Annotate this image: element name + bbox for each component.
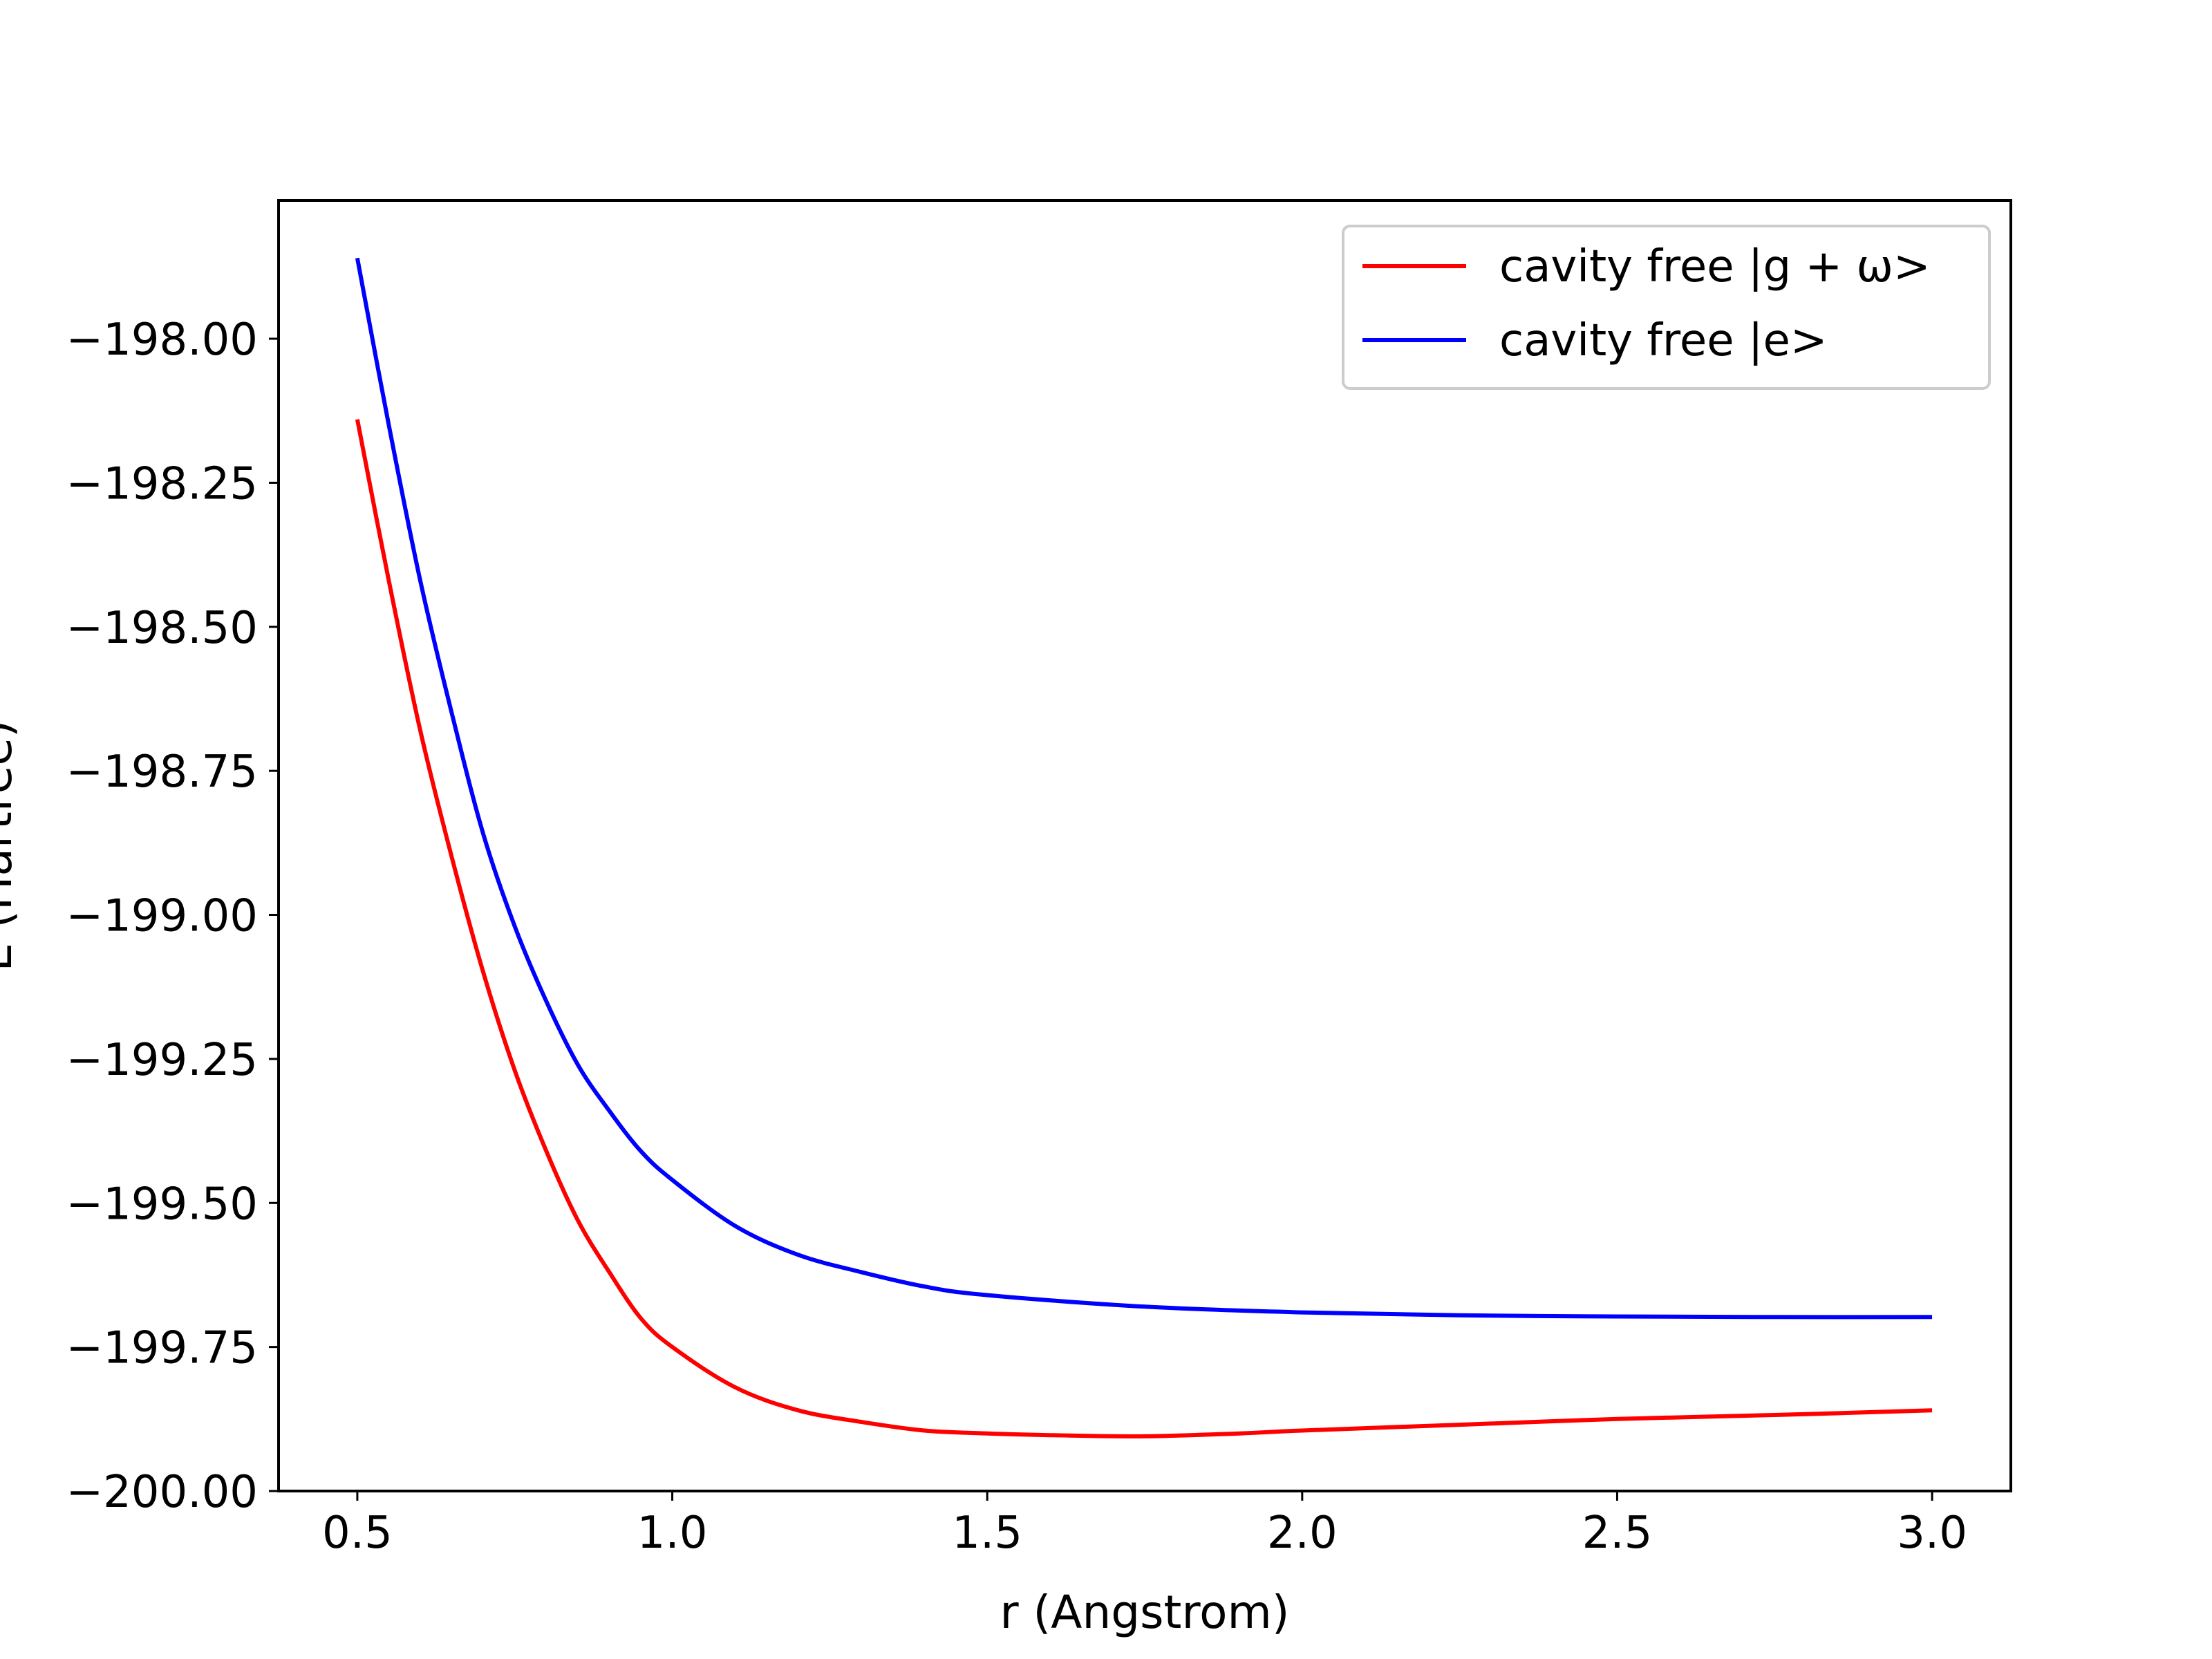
y-tick-label: −199.50 [66,1179,258,1230]
series-line-e [355,257,1933,1320]
x-tick-label: 1.5 [952,1508,1022,1559]
y-tick-label: −199.00 [66,891,258,942]
legend: cavity free |g + ω> cavity free |e> [1342,225,1991,390]
x-tick-label: 2.0 [1267,1508,1338,1559]
plot-frame [277,199,2012,1492]
legend-label: cavity free |g + ω> [1499,241,1931,292]
x-axis: 0.5 1.0 1.5 2.0 2.5 3.0 [322,1491,1967,1559]
x-tick-label: 2.5 [1582,1508,1653,1559]
series-layer [355,257,1933,1438]
y-tick-label: −198.50 [66,603,258,654]
y-tick-label: −198.75 [66,747,258,798]
x-axis-label: r (Angstrom) [1000,1586,1289,1639]
y-tick-label: −199.25 [66,1035,258,1086]
y-tick-label: −198.25 [66,458,258,509]
y-tick-label: −199.75 [66,1323,258,1374]
y-tick-label: −198.00 [66,315,258,366]
x-tick-label: 0.5 [322,1508,393,1559]
x-tick-label: 3.0 [1897,1508,1967,1559]
y-tick-label: −200.00 [66,1467,258,1518]
legend-box [1342,225,1991,390]
legend-label: cavity free |e> [1499,315,1827,366]
y-axis-label: E (Hartree) [0,720,22,971]
series-line-g-plus-omega [355,419,1933,1438]
y-axis: −198.00 −198.25 −198.50 −198.75 −199.00 −199.… [66,315,279,1518]
x-tick-label: 1.0 [637,1508,708,1559]
